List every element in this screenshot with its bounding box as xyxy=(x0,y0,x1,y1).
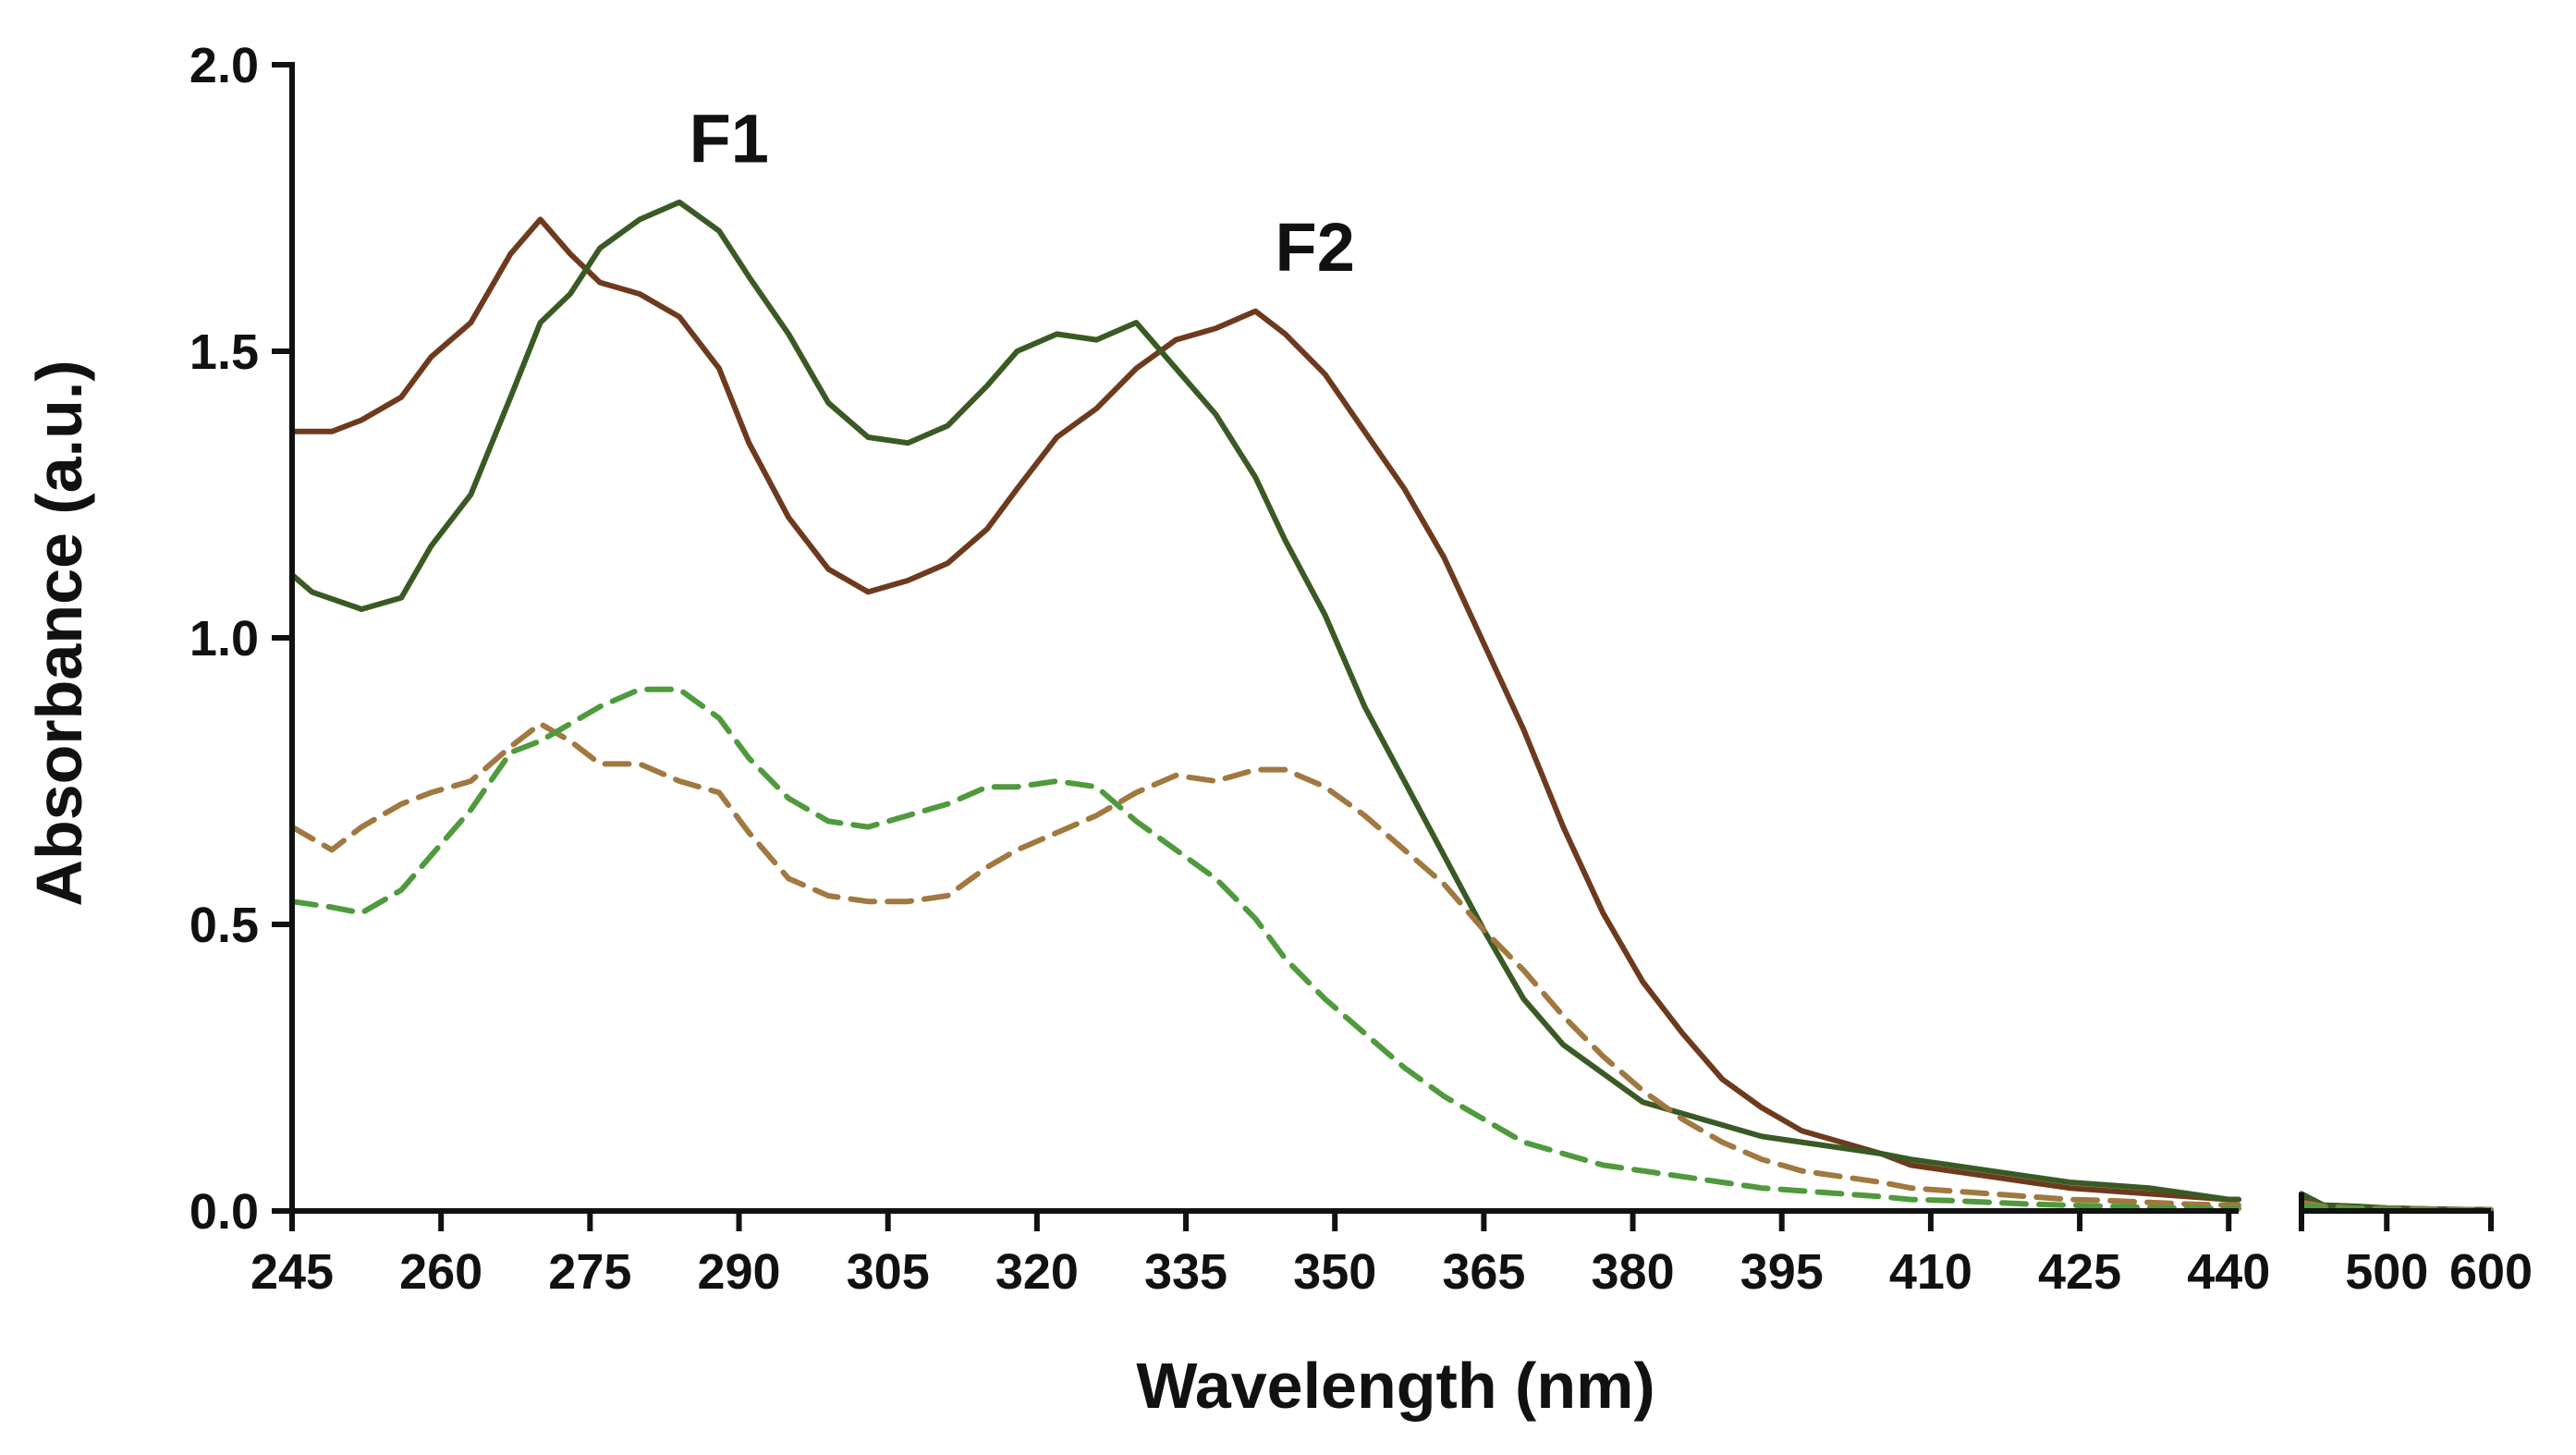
series-line-green-solid xyxy=(289,199,2241,1203)
x-tick-label: 500 xyxy=(2345,1244,2428,1300)
x-tick-label: 305 xyxy=(847,1244,930,1300)
series-line-brown-solid xyxy=(289,216,2241,1203)
x-tick-label: 260 xyxy=(399,1244,482,1300)
x-tick-label: 290 xyxy=(697,1244,780,1300)
x-axis-title: Wavelength (nm) xyxy=(1136,1350,1654,1422)
x-tick-label: 245 xyxy=(250,1244,334,1300)
axes-group: 0.0 0.5 1.0 1.5 2.0 245 260 275 290 305 320 335 350 3… xyxy=(189,38,2533,1300)
x-tick-label: 335 xyxy=(1144,1244,1227,1300)
series-line-brown-dashed xyxy=(289,721,2241,1208)
y-tick-label: 2.0 xyxy=(189,38,259,93)
x-tick-label: 410 xyxy=(1889,1244,1972,1300)
x-tick-label: 440 xyxy=(2187,1244,2270,1300)
x-tick-label: 600 xyxy=(2449,1244,2533,1300)
y-tick-label: 1.0 xyxy=(189,611,259,666)
x-tick-label: 350 xyxy=(1293,1244,1376,1300)
peak-annotation-f2: F2 xyxy=(1276,209,1355,286)
x-tick-label: 320 xyxy=(995,1244,1079,1300)
series-group xyxy=(289,199,2494,1214)
x-tick-label: 395 xyxy=(1740,1244,1824,1300)
x-tick-label: 380 xyxy=(1592,1244,1675,1300)
y-tick-label: 0.5 xyxy=(189,898,259,953)
x-tick-label: 425 xyxy=(2038,1244,2121,1300)
x-tick-label: 275 xyxy=(548,1244,631,1300)
x-tick-label: 365 xyxy=(1442,1244,1525,1300)
y-tick-label: 1.5 xyxy=(189,324,259,380)
y-tick-label: 0.0 xyxy=(189,1184,259,1240)
series-line-green-dashed xyxy=(289,686,2241,1212)
y-axis-title: Absorbance (a.u.) xyxy=(23,360,95,906)
peak-annotation-f1: F1 xyxy=(690,100,769,177)
